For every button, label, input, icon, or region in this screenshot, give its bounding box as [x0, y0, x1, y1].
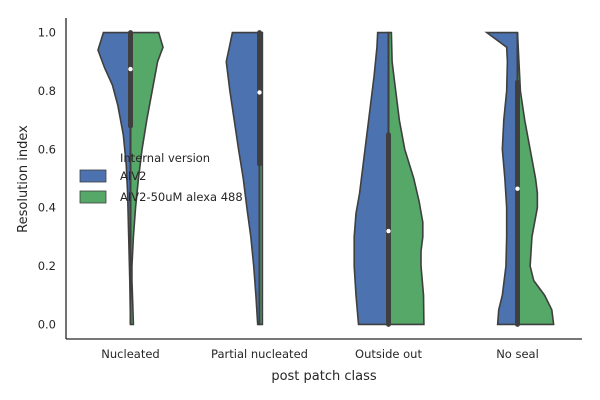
violin-aiv2-outside-out	[353, 31, 390, 326]
legend-swatch-aiv2	[79, 169, 107, 183]
violin-aiv2-no-seal	[484, 31, 519, 326]
y-axis-title: Resolution index	[16, 125, 31, 233]
y-tick-label: 0.6	[38, 142, 56, 156]
legend-label-aiv2: AIV2	[120, 169, 146, 183]
x-tick-labels: Nucleated Partial nucleated Outside out No …	[101, 347, 539, 361]
y-tick-label: 0.4	[38, 201, 56, 215]
violin-aiv2-50um-alexa-488-outside-out	[387, 31, 425, 326]
violins-layer	[97, 31, 555, 326]
median-marker-no-seal	[515, 186, 520, 191]
y-tick-labels: 0.0 0.2 0.4 0.6 0.8 1.0	[38, 26, 56, 332]
x-axis-title: post patch class	[271, 369, 377, 384]
violin-aiv2-50um-alexa-488-no-seal	[516, 32, 555, 326]
violin-aiv2-partial-nucleated	[225, 31, 261, 326]
y-tick-label: 0.8	[38, 84, 56, 98]
axes-layer	[65, 18, 582, 340]
y-tick-label: 0.0	[38, 317, 56, 331]
y-tick-label: 1.0	[38, 26, 56, 40]
median-marker-outside-out	[386, 228, 391, 234]
legend-label-aiv2-alexa: AIV2-50uM alexa 488	[120, 190, 243, 204]
boxes-layer	[128, 30, 520, 327]
legend-swatch-aiv2-alexa	[79, 190, 107, 204]
median-marker-nucleated	[128, 66, 133, 72]
x-tick-label-partial-nucleated: Partial nucleated	[211, 347, 308, 361]
legend-title: Internal version	[120, 151, 210, 165]
median-marker-partial-nucleated	[257, 90, 262, 95]
x-tick-label-nucleated: Nucleated	[101, 347, 159, 361]
y-tick-label: 0.2	[38, 259, 56, 273]
legend: Internal version AIV2 AIV2-50uM alexa 48…	[79, 151, 243, 204]
violin-aiv2-50um-alexa-488-nucleated	[129, 31, 164, 326]
x-tick-label-outside-out: Outside out	[355, 347, 422, 361]
x-tick-label-no-seal: No seal	[496, 347, 539, 361]
